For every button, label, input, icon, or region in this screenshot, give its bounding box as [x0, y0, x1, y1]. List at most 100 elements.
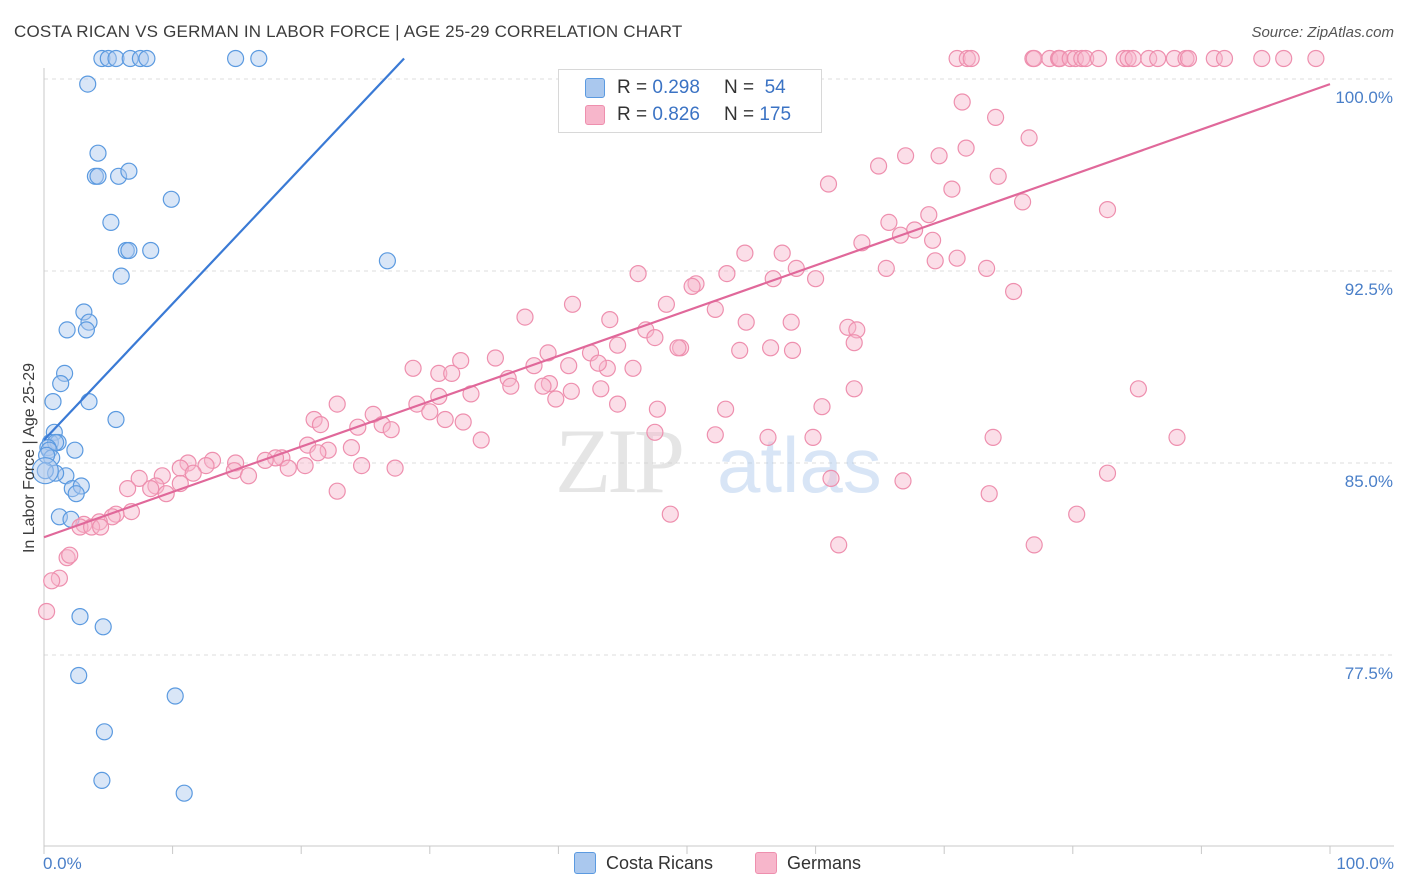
german-point-157	[61, 546, 79, 564]
costa-rican-point-53	[36, 462, 54, 480]
costa-rican-point-20	[378, 252, 396, 270]
german-point-14	[1115, 49, 1133, 68]
legend-r-label: R =	[617, 104, 648, 125]
german-point-2	[962, 49, 980, 68]
german-point-50	[977, 259, 996, 277]
german-point-116	[1168, 428, 1186, 446]
german-point-132	[296, 457, 314, 475]
costa-rican-point-15	[102, 213, 120, 231]
german-point-115	[984, 428, 1002, 446]
costa-rican-point-23	[58, 321, 76, 339]
german-point-130	[153, 467, 171, 485]
legend-item-germans[interactable]: Germans	[755, 852, 861, 874]
german-point-59	[563, 295, 582, 313]
costa-rican-point-21	[75, 303, 93, 321]
german-point-118	[342, 439, 360, 457]
german-point-24	[1253, 49, 1271, 68]
german-point-25	[1275, 49, 1293, 68]
german-point-62	[601, 311, 619, 329]
german-point-101	[813, 398, 831, 416]
trend-lines	[43, 57, 1331, 539]
german-point-98	[562, 382, 580, 400]
costa-rican-point-39	[46, 464, 65, 482]
german-point-166	[589, 354, 607, 372]
german-point-22	[1205, 49, 1223, 68]
german-point-76	[486, 349, 504, 367]
german-point-11	[1073, 49, 1091, 68]
german-point-1	[958, 49, 976, 68]
german-point-156	[58, 549, 76, 567]
german-point-52	[718, 265, 736, 283]
german-point-140	[142, 480, 160, 498]
chart-title: COSTA RICAN VS GERMAN IN LABOR FORCE | A…	[14, 22, 683, 41]
german-point-67	[848, 321, 866, 339]
german-point-110	[454, 413, 472, 431]
german-point-159	[43, 572, 61, 590]
legend-label-germans: Germans	[787, 852, 862, 873]
series-legend: Costa Ricans Germans	[0, 852, 1406, 878]
german-point-35	[819, 175, 838, 193]
german-point-32	[930, 147, 948, 165]
costa-rican-point-2	[107, 49, 125, 68]
watermark-zip: ZIP	[555, 410, 682, 512]
costa-rican-point-27	[80, 393, 98, 411]
german-point-31	[896, 147, 915, 165]
german-point-4	[1025, 49, 1043, 68]
german-trend-line	[43, 83, 1331, 539]
german-point-135	[239, 467, 258, 485]
german-point-43	[923, 231, 942, 249]
costa-rican-point-3	[121, 49, 139, 68]
costa-rican-point-11	[89, 167, 107, 185]
german-point-65	[782, 313, 800, 331]
costa-rican-point-17	[120, 241, 138, 260]
german-point-16	[1124, 49, 1142, 68]
costa-rican-point-46	[94, 618, 112, 636]
german-point-46	[773, 244, 791, 262]
german-point-57	[683, 277, 701, 295]
german-point-91	[534, 377, 552, 395]
german-point-58	[1004, 282, 1023, 301]
german-point-139	[118, 480, 137, 498]
y-tick-label-3: 100.0%	[1335, 88, 1393, 107]
german-point-160	[830, 536, 848, 554]
german-point-102	[421, 403, 439, 421]
german-point-92	[592, 380, 610, 398]
costa-rican-point-51	[175, 784, 193, 802]
costa-rican-point-42	[67, 485, 85, 503]
german-point-154	[661, 505, 679, 523]
german-point-63	[516, 308, 534, 326]
german-point-93	[845, 380, 863, 398]
legend-item-costa-ricans[interactable]: Costa Ricans	[574, 852, 713, 874]
legend-r-label: R =	[617, 77, 648, 98]
german-point-18	[1149, 49, 1167, 68]
stats-legend: R = 0.298 N = 54 R = 0.826 N = 175	[558, 69, 822, 133]
german-point-26	[1307, 49, 1325, 68]
costa-rican-point-5	[138, 49, 156, 68]
german-point-53	[877, 259, 895, 277]
german-point-27	[953, 93, 971, 111]
costa-rican-point-24	[77, 321, 96, 339]
y-axis-label: In Labor Force | Age 25-29	[21, 363, 38, 553]
german-point-87	[443, 364, 461, 382]
costa-rican-point-36	[66, 441, 84, 459]
german-point-64	[737, 313, 755, 331]
costa-rican-point-13	[120, 162, 138, 180]
german-point-29	[1020, 129, 1038, 147]
german-point-134	[386, 459, 404, 477]
gridlines	[44, 78, 1394, 656]
german-point-114	[804, 428, 822, 446]
costa-rican-point-25	[55, 364, 74, 382]
legend-swatch-germans	[585, 105, 605, 125]
legend-row-costa-ricans: R = 0.298 N = 54	[559, 75, 786, 101]
legend-n-label: N =	[723, 77, 755, 98]
costa-rican-point-9	[89, 144, 107, 162]
german-point-77	[452, 352, 470, 370]
german-point-126	[197, 457, 215, 475]
german-point-15	[1119, 49, 1137, 68]
costa-rican-point-6	[227, 49, 245, 68]
german-point-83	[783, 341, 802, 359]
german-point-86	[430, 364, 448, 382]
german-point-104	[436, 410, 454, 429]
costa-rican-point-45	[71, 607, 89, 626]
legend-n-label: N =	[723, 104, 755, 125]
